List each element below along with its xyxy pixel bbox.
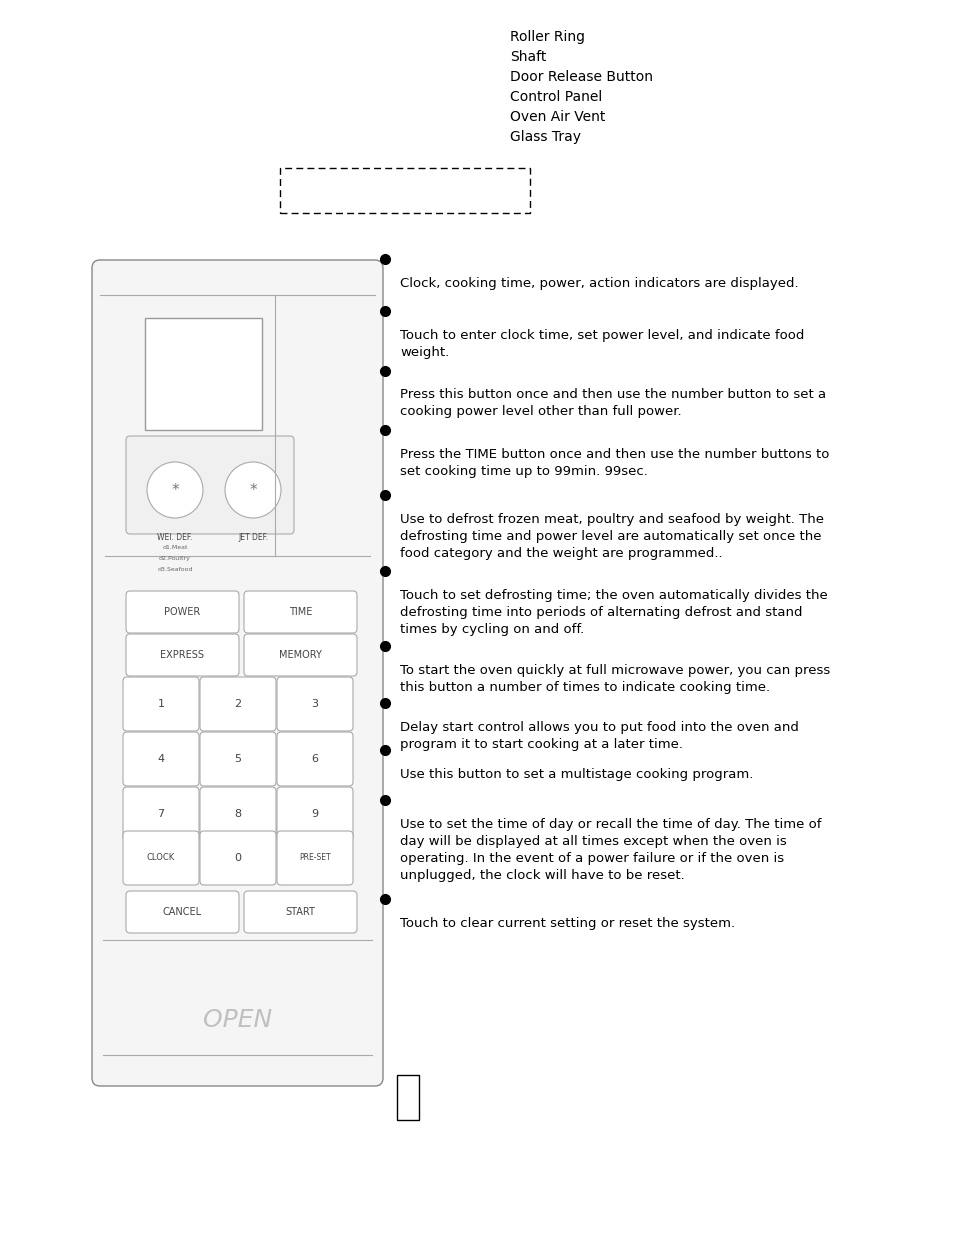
FancyBboxPatch shape	[200, 732, 275, 785]
Text: Oven Air Vent: Oven Air Vent	[510, 110, 605, 124]
Text: EXPRESS: EXPRESS	[160, 650, 204, 659]
Text: To start the oven quickly at full microwave power, you can press
this button a n: To start the oven quickly at full microw…	[399, 664, 829, 694]
Text: Delay start control allows you to put food into the oven and
program it to start: Delay start control allows you to put fo…	[399, 721, 798, 751]
FancyBboxPatch shape	[244, 890, 356, 932]
Text: JET DEF.: JET DEF.	[237, 534, 268, 542]
FancyBboxPatch shape	[276, 831, 353, 885]
FancyBboxPatch shape	[126, 890, 239, 932]
Text: 4: 4	[157, 755, 164, 764]
Text: Door Release Button: Door Release Button	[510, 70, 652, 84]
Text: *: *	[249, 483, 256, 498]
FancyBboxPatch shape	[123, 677, 199, 731]
Text: Use to defrost frozen meat, poultry and seafood by weight. The
defrosting time a: Use to defrost frozen meat, poultry and …	[399, 514, 823, 561]
Text: CANCEL: CANCEL	[163, 906, 202, 918]
FancyBboxPatch shape	[276, 787, 353, 841]
Text: START: START	[285, 906, 315, 918]
Text: Use to set the time of day or recall the time of day. The time of
day will be di: Use to set the time of day or recall the…	[399, 819, 821, 882]
FancyBboxPatch shape	[244, 634, 356, 676]
Text: POWER: POWER	[164, 606, 200, 618]
FancyBboxPatch shape	[276, 677, 353, 731]
Text: Touch to clear current setting or reset the system.: Touch to clear current setting or reset …	[399, 918, 735, 930]
Text: 8: 8	[234, 809, 241, 819]
FancyBboxPatch shape	[123, 787, 199, 841]
FancyBboxPatch shape	[200, 787, 275, 841]
FancyBboxPatch shape	[200, 831, 275, 885]
Text: Clock, cooking time, power, action indicators are displayed.: Clock, cooking time, power, action indic…	[399, 278, 798, 290]
Text: 1: 1	[157, 699, 164, 709]
Text: MEMORY: MEMORY	[279, 650, 321, 659]
Text: CLOCK: CLOCK	[147, 853, 175, 862]
FancyBboxPatch shape	[91, 261, 382, 1086]
Text: WEI. DEF.: WEI. DEF.	[157, 534, 193, 542]
Text: Control Panel: Control Panel	[510, 90, 601, 104]
Bar	[145, 317, 262, 430]
Text: d2.Poultry: d2.Poultry	[159, 556, 191, 561]
Text: OPEN: OPEN	[203, 1008, 272, 1032]
Text: TIME: TIME	[289, 606, 312, 618]
Text: 3: 3	[312, 699, 318, 709]
Text: Press this button once and then use the number button to set a
cooking power lev: Press this button once and then use the …	[399, 389, 825, 419]
Text: *: *	[171, 483, 178, 498]
Text: PRE-SET: PRE-SET	[299, 853, 331, 862]
FancyBboxPatch shape	[126, 592, 239, 634]
Text: Glass Tray: Glass Tray	[510, 130, 580, 144]
Text: Touch to set defrosting time; the oven automatically divides the
defrosting time: Touch to set defrosting time; the oven a…	[399, 589, 827, 636]
Text: Use this button to set a multistage cooking program.: Use this button to set a multistage cook…	[399, 768, 753, 781]
Circle shape	[147, 462, 203, 517]
Text: Roller Ring: Roller Ring	[510, 30, 584, 44]
Text: 7: 7	[157, 809, 164, 819]
Text: Shaft: Shaft	[510, 49, 546, 64]
Text: 0: 0	[234, 853, 241, 863]
Text: 2: 2	[234, 699, 241, 709]
FancyBboxPatch shape	[126, 436, 294, 534]
Text: 6: 6	[312, 755, 318, 764]
FancyBboxPatch shape	[276, 732, 353, 785]
Text: 9: 9	[311, 809, 318, 819]
Text: Touch to enter clock time, set power level, and indicate food
weight.: Touch to enter clock time, set power lev…	[399, 330, 803, 359]
FancyBboxPatch shape	[126, 634, 239, 676]
Bar	[280, 168, 530, 212]
Text: Press the TIME button once and then use the number buttons to
set cooking time u: Press the TIME button once and then use …	[399, 448, 828, 478]
Text: d1.Meat: d1.Meat	[162, 545, 188, 550]
FancyBboxPatch shape	[123, 732, 199, 785]
Text: d3.Seafood: d3.Seafood	[157, 567, 193, 572]
Bar	[396, 1074, 418, 1120]
Text: 5: 5	[234, 755, 241, 764]
FancyBboxPatch shape	[244, 592, 356, 634]
Circle shape	[225, 462, 281, 517]
FancyBboxPatch shape	[123, 831, 199, 885]
FancyBboxPatch shape	[200, 677, 275, 731]
